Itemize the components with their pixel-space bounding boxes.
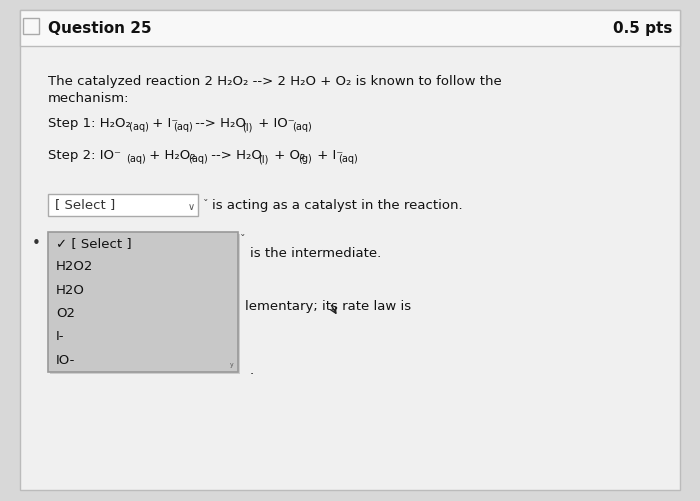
- Text: H2O2: H2O2: [56, 261, 93, 274]
- Text: + H₂O₂: + H₂O₂: [145, 149, 195, 162]
- Text: •: •: [32, 236, 41, 252]
- Text: (aq): (aq): [126, 154, 146, 164]
- Text: Step 1: H₂O₂: Step 1: H₂O₂: [48, 117, 131, 130]
- Text: + IO⁻: + IO⁻: [254, 117, 295, 130]
- Text: (aq): (aq): [338, 154, 358, 164]
- Text: H2O: H2O: [56, 284, 85, 297]
- Text: .: .: [250, 364, 254, 377]
- Text: (aq): (aq): [188, 154, 208, 164]
- Text: --> H₂O: --> H₂O: [207, 149, 262, 162]
- Text: mechanism:: mechanism:: [48, 92, 130, 105]
- Text: [ Select ]: [ Select ]: [55, 198, 116, 211]
- Text: is the intermediate.: is the intermediate.: [250, 247, 382, 260]
- Bar: [48, 194, 198, 216]
- Bar: [23, 18, 39, 34]
- Bar: [20, 10, 680, 46]
- Text: (aq): (aq): [173, 123, 193, 132]
- Text: ∨: ∨: [188, 202, 195, 212]
- Text: (g): (g): [298, 154, 312, 164]
- Text: Question 25: Question 25: [48, 21, 152, 36]
- Text: I-: I-: [56, 331, 64, 344]
- Text: (l): (l): [242, 123, 253, 132]
- Text: --> H₂O: --> H₂O: [191, 117, 246, 130]
- Text: ✓ [ Select ]: ✓ [ Select ]: [56, 237, 132, 250]
- Text: + I⁻: + I⁻: [148, 117, 178, 130]
- Text: The catalyzed reaction 2 H₂O₂ --> 2 H₂O + O₂ is known to follow the: The catalyzed reaction 2 H₂O₂ --> 2 H₂O …: [48, 75, 502, 88]
- Text: O2: O2: [56, 307, 75, 320]
- Text: Step 2: IO⁻: Step 2: IO⁻: [48, 149, 121, 162]
- Bar: [50, 234, 240, 374]
- Bar: [48, 232, 238, 372]
- Text: + I⁻: + I⁻: [313, 149, 343, 162]
- Text: (aq): (aq): [126, 123, 149, 132]
- Text: is acting as a catalyst in the reaction.: is acting as a catalyst in the reaction.: [212, 198, 463, 211]
- Text: (aq): (aq): [292, 123, 312, 132]
- Text: ˇ: ˇ: [203, 200, 209, 210]
- Text: lementary; its rate law is: lementary; its rate law is: [245, 300, 411, 313]
- Text: ˇ: ˇ: [240, 235, 246, 245]
- Text: IO-: IO-: [56, 354, 76, 367]
- Text: 0.5 pts: 0.5 pts: [612, 21, 672, 36]
- Text: (l): (l): [258, 154, 268, 164]
- Text: + O₂: + O₂: [270, 149, 305, 162]
- Text: ʸ: ʸ: [230, 362, 234, 372]
